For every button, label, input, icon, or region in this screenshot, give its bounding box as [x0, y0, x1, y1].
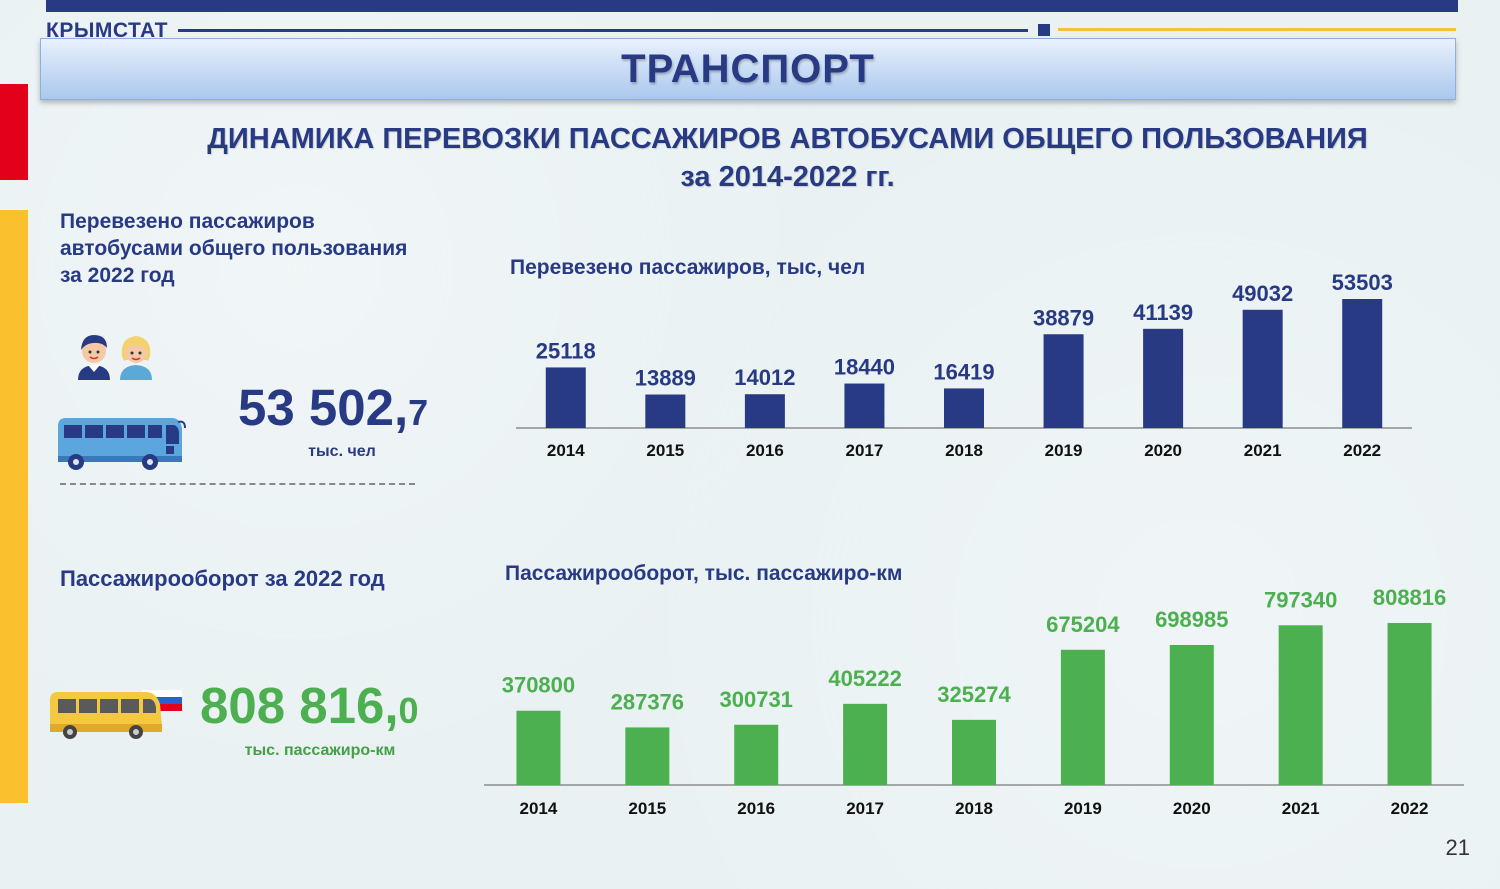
section-divider	[60, 483, 415, 485]
bar-2021	[1242, 309, 1283, 428]
bar-2016	[744, 394, 785, 428]
subtitle-line-1: ДИНАМИКА ПЕРЕВОЗКИ ПАССАЖИРОВ АВТОБУСАМИ…	[207, 123, 1368, 155]
bar-2019	[1060, 649, 1105, 785]
tick-label-2022: 2022	[1343, 441, 1381, 460]
tick-label-2018: 2018	[955, 799, 993, 818]
bar-2020	[1169, 644, 1214, 785]
section-title: ТРАНСПОРТ	[621, 46, 875, 91]
data-label-2020: 41139	[1133, 300, 1193, 325]
brand-line	[178, 29, 1028, 32]
tick-label-2015: 2015	[646, 441, 684, 460]
tick-label-2017: 2017	[846, 441, 884, 460]
brand-square	[1038, 24, 1050, 36]
bar-2015	[625, 727, 670, 785]
tick-label-2016: 2016	[737, 799, 775, 818]
passengers-value-main: 53 502,	[238, 379, 409, 436]
bar-2018	[952, 719, 996, 785]
passengers-value-decimal: 7	[408, 392, 429, 433]
data-label-2021: 797340	[1264, 587, 1337, 612]
turnover-value-decimal: 0	[398, 690, 419, 731]
passengers-heading-line-1: Перевезено пассажиров	[60, 210, 315, 233]
passengers-2022-value: 53 502,7	[238, 378, 428, 443]
page-number: 21	[1445, 835, 1470, 860]
bus-icon	[58, 418, 186, 470]
data-label-2022: 53503	[1332, 270, 1393, 295]
people-icon	[78, 335, 152, 380]
section-title-banner: ТРАНСПОРТ	[40, 38, 1456, 100]
tick-label-2015: 2015	[628, 799, 666, 818]
brand-logo-text: КРЫМСТАТ	[46, 19, 168, 42]
bar-2015	[645, 394, 686, 428]
data-label-2015: 13889	[635, 366, 696, 391]
tick-label-2019: 2019	[1064, 799, 1102, 818]
data-label-2022: 808816	[1373, 585, 1446, 610]
subtitle-line-2: за 2014-2022 гг.	[680, 161, 895, 193]
tick-label-2016: 2016	[746, 441, 784, 460]
turnover-unit: тыс. пассажиро-км	[244, 742, 396, 759]
data-label-2018: 325274	[937, 682, 1011, 707]
tick-label-2017: 2017	[846, 799, 884, 818]
data-label-2018: 16419	[933, 359, 994, 384]
data-label-2017: 405222	[828, 666, 901, 691]
data-label-2019: 675204	[1046, 612, 1120, 637]
data-label-2016: 14012	[734, 365, 795, 390]
bar-2022	[1387, 623, 1432, 785]
data-label-2021: 49032	[1232, 281, 1293, 306]
data-label-2014: 370800	[502, 673, 575, 698]
passengers-chart-title: Перевезено пассажиров, тыс, чел	[510, 256, 866, 279]
turnover-2022-value: 808 816,0	[200, 676, 419, 741]
passengers-heading-line-2: автобусами общего пользования	[60, 237, 408, 260]
passengers-heading: Перевезено пассажиров автобусами общего …	[60, 208, 460, 289]
tick-label-2014: 2014	[520, 799, 558, 818]
turnover-bar-chart: 370800 2014 287376 2015 300731 2016 405222 2017…	[484, 585, 1464, 818]
data-label-2016: 300731	[720, 687, 793, 712]
bar-2017	[844, 383, 885, 428]
data-label-2017: 18440	[834, 355, 895, 380]
turnover-heading: Пассажирооборот за 2022 год	[60, 566, 385, 591]
bar-2017	[843, 703, 888, 785]
slide-subtitle: ДИНАМИКА ПЕРЕВОЗКИ ПАССАЖИРОВ АВТОБУСАМИ…	[60, 120, 1500, 196]
side-stripe-yellow	[0, 210, 28, 803]
bar-2016	[734, 724, 779, 785]
bar-2014	[545, 367, 586, 428]
turnover-value-main: 808 816,	[200, 677, 399, 734]
data-label-2014: 25118	[536, 338, 596, 363]
data-label-2019: 38879	[1033, 305, 1094, 330]
bar-2022	[1342, 299, 1383, 428]
tick-label-2014: 2014	[547, 441, 585, 460]
brand-line-accent	[1058, 28, 1456, 31]
top-bar	[46, 0, 1458, 12]
turnover-chart-title: Пассажирооборот, тыс. пассажиро-км	[505, 562, 903, 585]
tick-label-2022: 2022	[1391, 799, 1429, 818]
tick-label-2018: 2018	[945, 441, 983, 460]
bar-2019	[1043, 334, 1084, 428]
bar-2020	[1143, 328, 1184, 428]
bar-2014	[516, 710, 561, 785]
passengers-unit: тыс. чел	[308, 443, 376, 460]
tick-label-2020: 2020	[1173, 799, 1211, 818]
passengers-bar-chart: 25118 2014 13889 2015 14012 2016 18440 2017 1641…	[516, 270, 1412, 460]
bus-icon	[50, 690, 182, 739]
tick-label-2019: 2019	[1045, 441, 1083, 460]
data-label-2020: 698985	[1155, 607, 1228, 632]
side-stripe-red	[0, 84, 28, 180]
bar-2018	[944, 388, 984, 428]
data-label-2015: 287376	[611, 689, 684, 714]
passengers-heading-line-3: за 2022 год	[60, 264, 175, 287]
bar-2021	[1278, 625, 1323, 785]
tick-label-2021: 2021	[1244, 441, 1282, 460]
tick-label-2020: 2020	[1144, 441, 1182, 460]
tick-label-2021: 2021	[1282, 799, 1320, 818]
